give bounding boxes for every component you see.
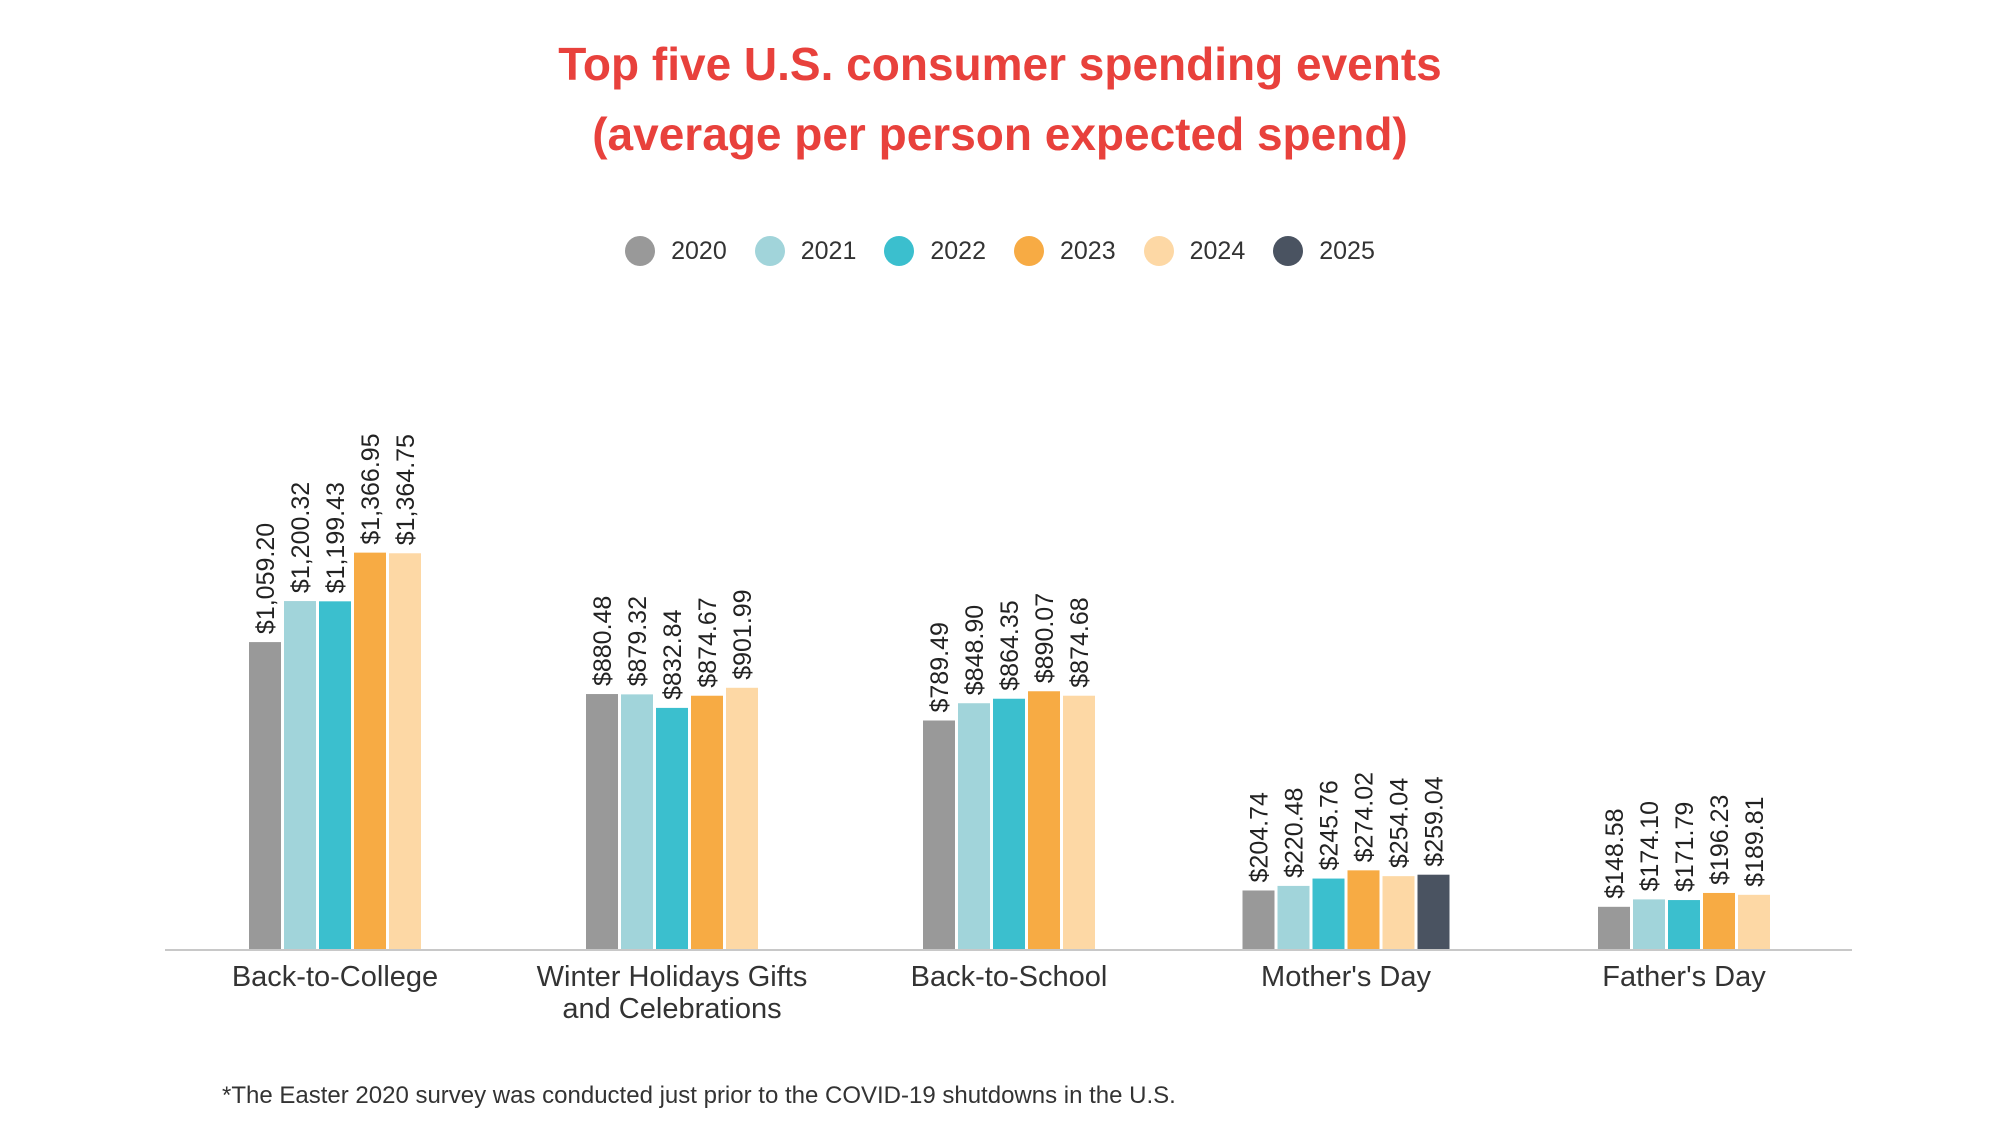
chart-legend: 2020 2021 2022 2023 2024 2025	[0, 236, 2000, 266]
bar-2023-group-1	[354, 552, 386, 950]
data-label-2020-group-1: $1,059.20	[252, 523, 280, 634]
bar-2023-group-5	[1703, 892, 1735, 950]
bar-2022-group-4	[1312, 878, 1345, 950]
legend-label-2024: 2024	[1189, 236, 1246, 265]
bar-2023-group-4	[1347, 870, 1380, 950]
bar-2020-group-2	[586, 694, 618, 950]
bar-2024-group-5	[1738, 894, 1770, 950]
bar-2020-group-4	[1242, 890, 1275, 950]
data-label-2023-group-5: $196.23	[1706, 795, 1734, 885]
legend-item-2024: 2024	[1143, 236, 1246, 266]
data-label-2021-group-3: $848.90	[961, 605, 989, 695]
bar-2022-group-1	[319, 601, 351, 950]
data-label-2020-group-3: $789.49	[926, 622, 954, 712]
bar-2021-group-2	[621, 694, 653, 950]
category-label-3-line-1: Back-to-School	[911, 961, 1108, 993]
data-label-2021-group-5: $174.10	[1636, 801, 1664, 891]
legend-label-2020: 2020	[671, 236, 727, 265]
bar-2022-group-5	[1668, 900, 1700, 950]
data-label-2022-group-2: $832.84	[659, 609, 687, 699]
bar-2024-group-2	[726, 687, 758, 950]
legend-swatch-2020	[625, 236, 656, 266]
category-label-2-line-2: and Celebrations	[562, 993, 781, 1025]
bar-2022-group-3	[993, 698, 1025, 950]
data-label-2023-group-4: $274.02	[1351, 772, 1379, 862]
data-label-2023-group-2: $874.67	[694, 597, 722, 687]
category-label-5-line-1: Father's Day	[1602, 961, 1766, 993]
bar-2020-group-5	[1598, 906, 1630, 950]
data-label-2024-group-3: $874.68	[1066, 597, 1094, 687]
data-label-2022-group-1: $1,199.43	[322, 482, 350, 593]
legend-swatch-2022	[884, 236, 915, 266]
chart-title-line-1: Top five U.S. consumer spending events	[558, 38, 1442, 90]
data-label-2024-group-2: $901.99	[729, 589, 757, 679]
legend-label-2021: 2021	[800, 236, 857, 265]
data-label-2024-group-4: $254.04	[1386, 778, 1414, 868]
bar-2025-group-4	[1417, 874, 1450, 950]
bar-2020-group-1	[249, 642, 281, 950]
legend-item-2022: 2022	[884, 236, 986, 266]
legend-label-2023: 2023	[1060, 236, 1116, 265]
bar-2024-group-1	[389, 553, 421, 950]
data-label-2021-group-4: $220.48	[1281, 788, 1309, 878]
bar-2021-group-4	[1277, 885, 1310, 950]
bar-2021-group-5	[1633, 899, 1665, 950]
footnote: *The Easter 2020 survey was conducted ju…	[222, 1082, 1176, 1109]
legend-label-2025: 2025	[1319, 236, 1375, 265]
bar-2021-group-1	[284, 601, 316, 950]
data-label-2023-group-3: $890.07	[1031, 593, 1059, 683]
legend-swatch-2025	[1273, 236, 1304, 266]
data-label-2020-group-5: $148.58	[1601, 808, 1629, 898]
legend-item-2021: 2021	[754, 236, 857, 266]
legend-item-2025: 2025	[1273, 236, 1375, 266]
bar-2022-group-2	[656, 707, 688, 950]
legend-label-2022: 2022	[930, 236, 986, 265]
category-label-1-line-1: Back-to-College	[232, 961, 438, 993]
data-label-2020-group-2: $880.48	[589, 596, 617, 686]
data-label-2022-group-3: $864.35	[996, 600, 1024, 690]
bar-2020-group-3	[923, 720, 955, 950]
bar-2021-group-3	[958, 703, 990, 950]
chart-title-line-2: (average per person expected spend)	[592, 108, 1408, 160]
legend-swatch-2024	[1143, 236, 1174, 266]
data-label-2022-group-4: $245.76	[1316, 780, 1344, 870]
category-label-4-line-1: Mother's Day	[1261, 961, 1431, 993]
bar-2024-group-4	[1382, 876, 1415, 950]
data-label-2022-group-5: $171.79	[1671, 802, 1699, 892]
bar-2023-group-2	[691, 695, 723, 950]
data-label-2021-group-2: $879.32	[624, 596, 652, 686]
data-label-2021-group-1: $1,200.32	[287, 482, 315, 593]
data-label-2025-group-4: $259.04	[1421, 776, 1449, 866]
data-label-2024-group-1: $1,364.75	[392, 434, 420, 545]
legend-swatch-2021	[754, 236, 785, 266]
category-label-2-line-1: Winter Holidays Gifts	[537, 961, 808, 993]
legend-item-2020: 2020	[625, 236, 727, 266]
legend-item-2023: 2023	[1014, 236, 1116, 266]
data-label-2020-group-4: $204.74	[1246, 792, 1274, 882]
bar-2023-group-3	[1028, 691, 1060, 950]
bar-2024-group-3	[1063, 695, 1095, 950]
data-label-2023-group-1: $1,366.95	[357, 433, 385, 544]
data-label-2024-group-5: $189.81	[1741, 796, 1769, 886]
legend-swatch-2023	[1014, 236, 1044, 266]
